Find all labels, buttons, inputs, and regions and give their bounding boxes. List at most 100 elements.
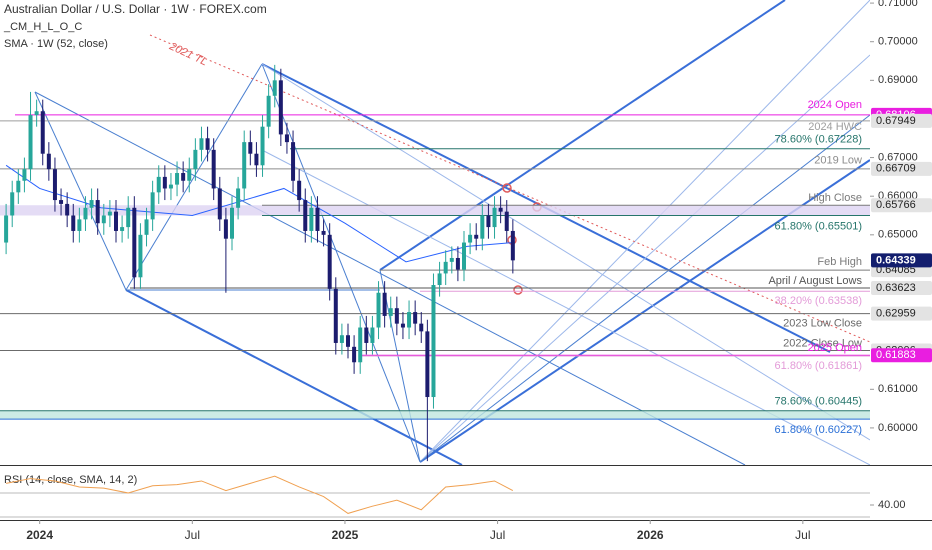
- candle-body: [126, 207, 131, 228]
- y-tick-label: 0.71000: [878, 0, 918, 9]
- candle-body: [425, 331, 430, 398]
- candle-body: [339, 335, 344, 343]
- candle-body: [40, 111, 45, 154]
- price-box-label: 0.65766: [876, 199, 916, 211]
- candle-body: [77, 219, 82, 231]
- x-tick-label: Jul: [490, 528, 505, 542]
- candle-body: [114, 211, 118, 231]
- price-box: [871, 113, 932, 128]
- candle-body: [4, 215, 9, 243]
- candle-body: [168, 184, 173, 189]
- chart-title: Australian Dollar / U.S. Dollar · 1W · F…: [4, 2, 267, 16]
- candle-body: [468, 234, 473, 243]
- candle-body: [16, 180, 21, 193]
- trendline: [34, 91, 127, 291]
- sma-line: [5, 164, 513, 263]
- trendline: [34, 91, 746, 465]
- candle-body: [382, 292, 387, 316]
- rsi-line: [6, 475, 514, 514]
- level-label: 2025 Open: [808, 342, 862, 354]
- candle-body: [230, 207, 234, 239]
- trendline: [125, 289, 463, 465]
- trendline-2021: [149, 34, 870, 343]
- level-label: 2024 Open: [808, 99, 862, 111]
- x-tick-label: 2026: [637, 528, 664, 542]
- level-label: April / August Lows: [768, 275, 862, 287]
- candle-body: [132, 207, 137, 278]
- candle-body: [437, 273, 442, 286]
- candle-body: [492, 207, 497, 228]
- level-label: 61.80% (0.60227): [775, 424, 862, 436]
- candle-body: [144, 219, 149, 235]
- last-price-label: 0.64339: [876, 254, 916, 266]
- candle-body: [120, 227, 125, 231]
- level-label: 61.80% (0.65501): [775, 220, 862, 232]
- trendline-label: 2021 TL: [167, 40, 210, 68]
- y-tick-label: 0.65000: [878, 229, 918, 241]
- candle-body: [211, 149, 216, 189]
- price-box: [871, 348, 932, 363]
- level-label: Feb High: [817, 256, 862, 268]
- candle-body: [413, 312, 418, 324]
- candle-body: [107, 211, 112, 216]
- candle-body: [162, 176, 167, 189]
- candle-body: [419, 323, 424, 332]
- candle-body: [394, 308, 399, 324]
- level-label: 2019 Low: [814, 155, 862, 167]
- level-band: [0, 205, 870, 216]
- level-label: 78.60% (0.60445): [775, 396, 862, 408]
- candle-body: [242, 142, 247, 189]
- trendline: [261, 63, 421, 463]
- price-box-label: 0.67949: [876, 115, 916, 127]
- level-label: 2024 HWC: [808, 121, 862, 133]
- candle-body: [321, 230, 326, 235]
- candle-body: [504, 211, 509, 231]
- x-tick-label: Jul: [795, 528, 810, 542]
- level-label: High Close: [808, 192, 862, 204]
- y-tick-label: 0.70000: [878, 36, 918, 48]
- candle-body: [52, 169, 57, 201]
- trendline: [379, 0, 786, 271]
- rsi-label: RSI (14, close, SMA, 14, 2): [4, 474, 137, 486]
- candle-body: [272, 80, 277, 96]
- candle-body: [309, 207, 314, 231]
- candle-body: [431, 285, 436, 398]
- candle-body: [199, 138, 204, 150]
- candle-body: [248, 142, 253, 154]
- price-box: [871, 198, 932, 213]
- price-box-label: 0.66709: [876, 163, 916, 175]
- y-tick-label: 0.60000: [878, 422, 918, 434]
- candle-body: [346, 335, 350, 347]
- candle-body: [28, 115, 33, 170]
- candle-body: [156, 176, 161, 193]
- candle-body: [284, 134, 289, 143]
- candle-body: [181, 173, 186, 181]
- candle-body: [510, 230, 515, 261]
- candle-body: [22, 169, 27, 181]
- candle-body: [449, 257, 454, 262]
- trendline: [379, 269, 421, 463]
- level-label: 78.60% (0.67228): [775, 134, 862, 146]
- candle-body: [138, 234, 143, 278]
- candle-body: [297, 180, 302, 201]
- candle-body: [327, 234, 332, 289]
- candle-body: [303, 200, 308, 231]
- candle-body: [34, 111, 39, 116]
- trendline: [419, 54, 870, 463]
- price-box-label: 0.63623: [876, 282, 916, 294]
- candle-body: [71, 215, 76, 231]
- level-label: 2022 Close Low: [783, 337, 862, 349]
- candle-body: [400, 323, 405, 328]
- candle-body: [150, 192, 155, 220]
- last-price-box: [871, 253, 932, 268]
- candle-body: [260, 126, 265, 166]
- candle-body: [65, 203, 70, 216]
- level-label: 61.80% (0.61861): [775, 360, 862, 372]
- candle-body: [95, 200, 100, 224]
- candle-body: [46, 153, 51, 170]
- price-pane: [0, 64, 870, 462]
- candle-body: [474, 234, 479, 239]
- candle-body: [205, 138, 210, 150]
- candle-body: [498, 207, 503, 212]
